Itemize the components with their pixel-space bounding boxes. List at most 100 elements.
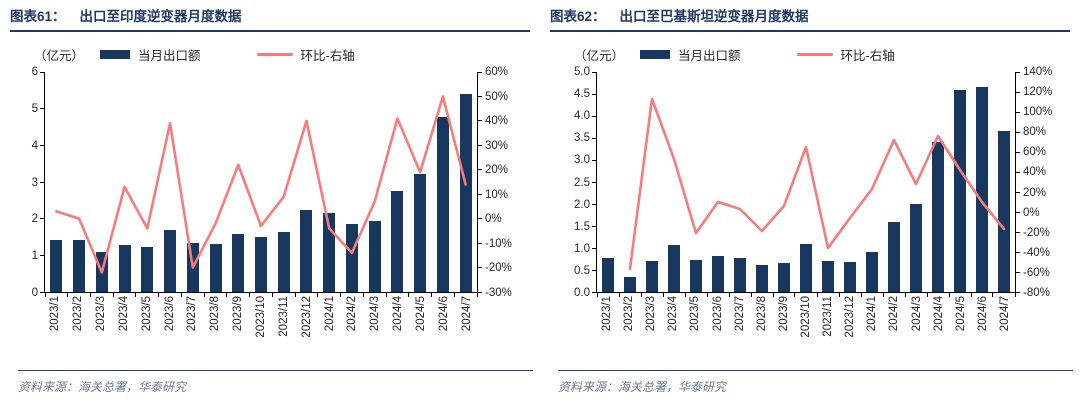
line-legend-swatch (796, 52, 833, 56)
right-axis-tick-label: 60% (1023, 146, 1047, 159)
right-axis-tick (478, 242, 482, 244)
right-axis-tick-label: 0% (485, 213, 502, 226)
bar (844, 261, 856, 292)
x-axis-category-label: 2024/5 (414, 296, 427, 332)
right-axis-tick (1016, 291, 1020, 293)
left-axis-tick-label: 5.0 (574, 66, 590, 78)
right-axis-tick (478, 267, 482, 269)
x-axis-tick (904, 293, 906, 297)
bar (866, 251, 878, 292)
bar-legend-label: 当月出口额 (678, 48, 741, 63)
right-axis-tick (478, 291, 482, 293)
chart-panel-india: 图表61： 出口至印度逆变器月度数据 （亿元） 当月出口额 环比-右轴 6 5 4 3 2… (10, 2, 533, 395)
x-axis-labels: 2023/1 2023/2 2023/3 2023/4 2023/5 2023/6 2023… (596, 293, 1016, 363)
right-axis-tick (1016, 131, 1020, 133)
x-axis-category-label: 2024/2 (888, 296, 901, 332)
x-axis-tick (706, 293, 708, 297)
right-axis-tick (1016, 271, 1020, 273)
x-axis-category-label: 2024/4 (392, 296, 405, 332)
unit-label: （亿元） (34, 48, 85, 63)
right-axis-tick (478, 193, 482, 195)
x-axis-category-label: 2023/3 (645, 296, 658, 332)
chart-panel-pakistan: 图表62： 出口至巴基斯坦逆变器月度数据 （亿元） 当月出口额 环比-右轴 5.0… (540, 0, 1080, 409)
x-axis-tick (772, 293, 774, 297)
x-axis-tick (882, 293, 884, 297)
right-axis-labels: 60% 50% 40% 30% 20% 10% 0% -10% -20% -30% (478, 66, 532, 299)
x-axis-category-label: 2024/3 (910, 296, 923, 332)
left-axis-labels: 5.0 4.5 4.0 3.5 3.0 2.5 2.0 1.5 1.0 0.5 0.0 (550, 66, 596, 299)
x-axis-category-label: 2024/1 (323, 296, 336, 332)
bar (976, 86, 988, 292)
right-axis-tick-label: -20% (1023, 226, 1050, 239)
legend: （亿元） 当月出口额 环比-右轴 (574, 45, 1072, 63)
line-legend-label: 环比-右轴 (300, 48, 355, 63)
x-axis-category-label: 2023/3 (95, 296, 108, 332)
bar (756, 264, 768, 292)
chart-area: 5.0 4.5 4.0 3.5 3.0 2.5 2.0 1.5 1.0 0.5 0.0 140% 12… (550, 66, 1072, 299)
bar (624, 277, 636, 292)
right-axis-tick-label: 0% (1023, 206, 1040, 219)
left-axis-tick (592, 137, 596, 139)
x-axis-tick (385, 293, 387, 297)
x-axis-tick (926, 293, 928, 297)
x-axis-tick (135, 293, 137, 297)
x-axis-tick (431, 293, 433, 297)
x-axis-category-label: 2023/6 (711, 296, 724, 332)
left-axis-tick (40, 144, 44, 146)
right-axis-tick (1016, 71, 1020, 73)
page-title: 出口至巴基斯坦逆变器月度数据 (619, 9, 809, 24)
right-axis-tick (1016, 91, 1020, 93)
x-axis-tick (1014, 293, 1016, 297)
x-axis-category-label: 2024/7 (998, 296, 1011, 332)
left-axis-tick-label: 0.0 (574, 287, 590, 299)
x-axis-tick (750, 293, 752, 297)
x-axis-tick (67, 293, 69, 297)
left-axis-tick-label: 0.5 (574, 264, 590, 277)
x-axis-tick (158, 293, 160, 297)
left-axis-tick-label: 3 (31, 176, 38, 189)
left-axis-tick-label: 4.5 (574, 88, 590, 101)
right-axis-tick-label: 40% (1023, 166, 1047, 179)
bar (910, 204, 922, 292)
bar (646, 260, 658, 292)
bar (164, 229, 177, 292)
bar (690, 259, 702, 292)
momo-line-layer (597, 72, 1015, 292)
x-axis-category-label: 2023/2 (623, 296, 636, 332)
right-axis-tick-label: -20% (485, 262, 512, 275)
right-axis-tick-label: 80% (1023, 126, 1047, 139)
right-axis-tick (1016, 191, 1020, 193)
bar (118, 245, 131, 292)
left-axis-tick (592, 115, 596, 117)
right-axis-tick-label: 100% (1023, 106, 1053, 119)
bar (300, 209, 313, 292)
source-note: 资料来源：海关总署，华泰研究 (18, 370, 533, 395)
x-axis-tick (362, 293, 364, 297)
left-axis-tick-label: 2 (31, 213, 38, 226)
right-axis-tick (1016, 111, 1020, 113)
x-axis-tick (203, 293, 205, 297)
x-axis-category-label: 2023/12 (300, 296, 313, 338)
x-axis-tick (992, 293, 994, 297)
x-axis-tick (317, 293, 319, 297)
bar-legend-swatch (640, 49, 671, 59)
left-axis-tick (592, 181, 596, 183)
chart-title-row: 图表61： 出口至印度逆变器月度数据 (10, 2, 530, 32)
figure-number: 图表62： (550, 9, 606, 24)
x-axis-category-label: 2023/6 (163, 296, 176, 332)
right-axis-tick-label: 30% (485, 139, 509, 152)
x-axis-category-label: 2023/10 (255, 296, 267, 338)
left-axis-labels: 6 5 4 3 2 1 0 (10, 66, 44, 299)
right-axis-tick-label: 60% (485, 66, 509, 78)
bar (414, 173, 427, 292)
source-note: 资料来源：海关总署，华泰研究 (558, 370, 1073, 395)
bar (141, 246, 154, 292)
x-axis-tick (180, 293, 182, 297)
x-axis-category-label: 2024/5 (954, 296, 967, 332)
left-axis-tick (592, 247, 596, 249)
x-axis-category-label: 2023/10 (800, 296, 812, 338)
x-axis-tick (340, 293, 342, 297)
right-axis-tick-label: 120% (1023, 86, 1053, 99)
x-axis-tick (226, 293, 228, 297)
plot-area (592, 71, 1020, 297)
